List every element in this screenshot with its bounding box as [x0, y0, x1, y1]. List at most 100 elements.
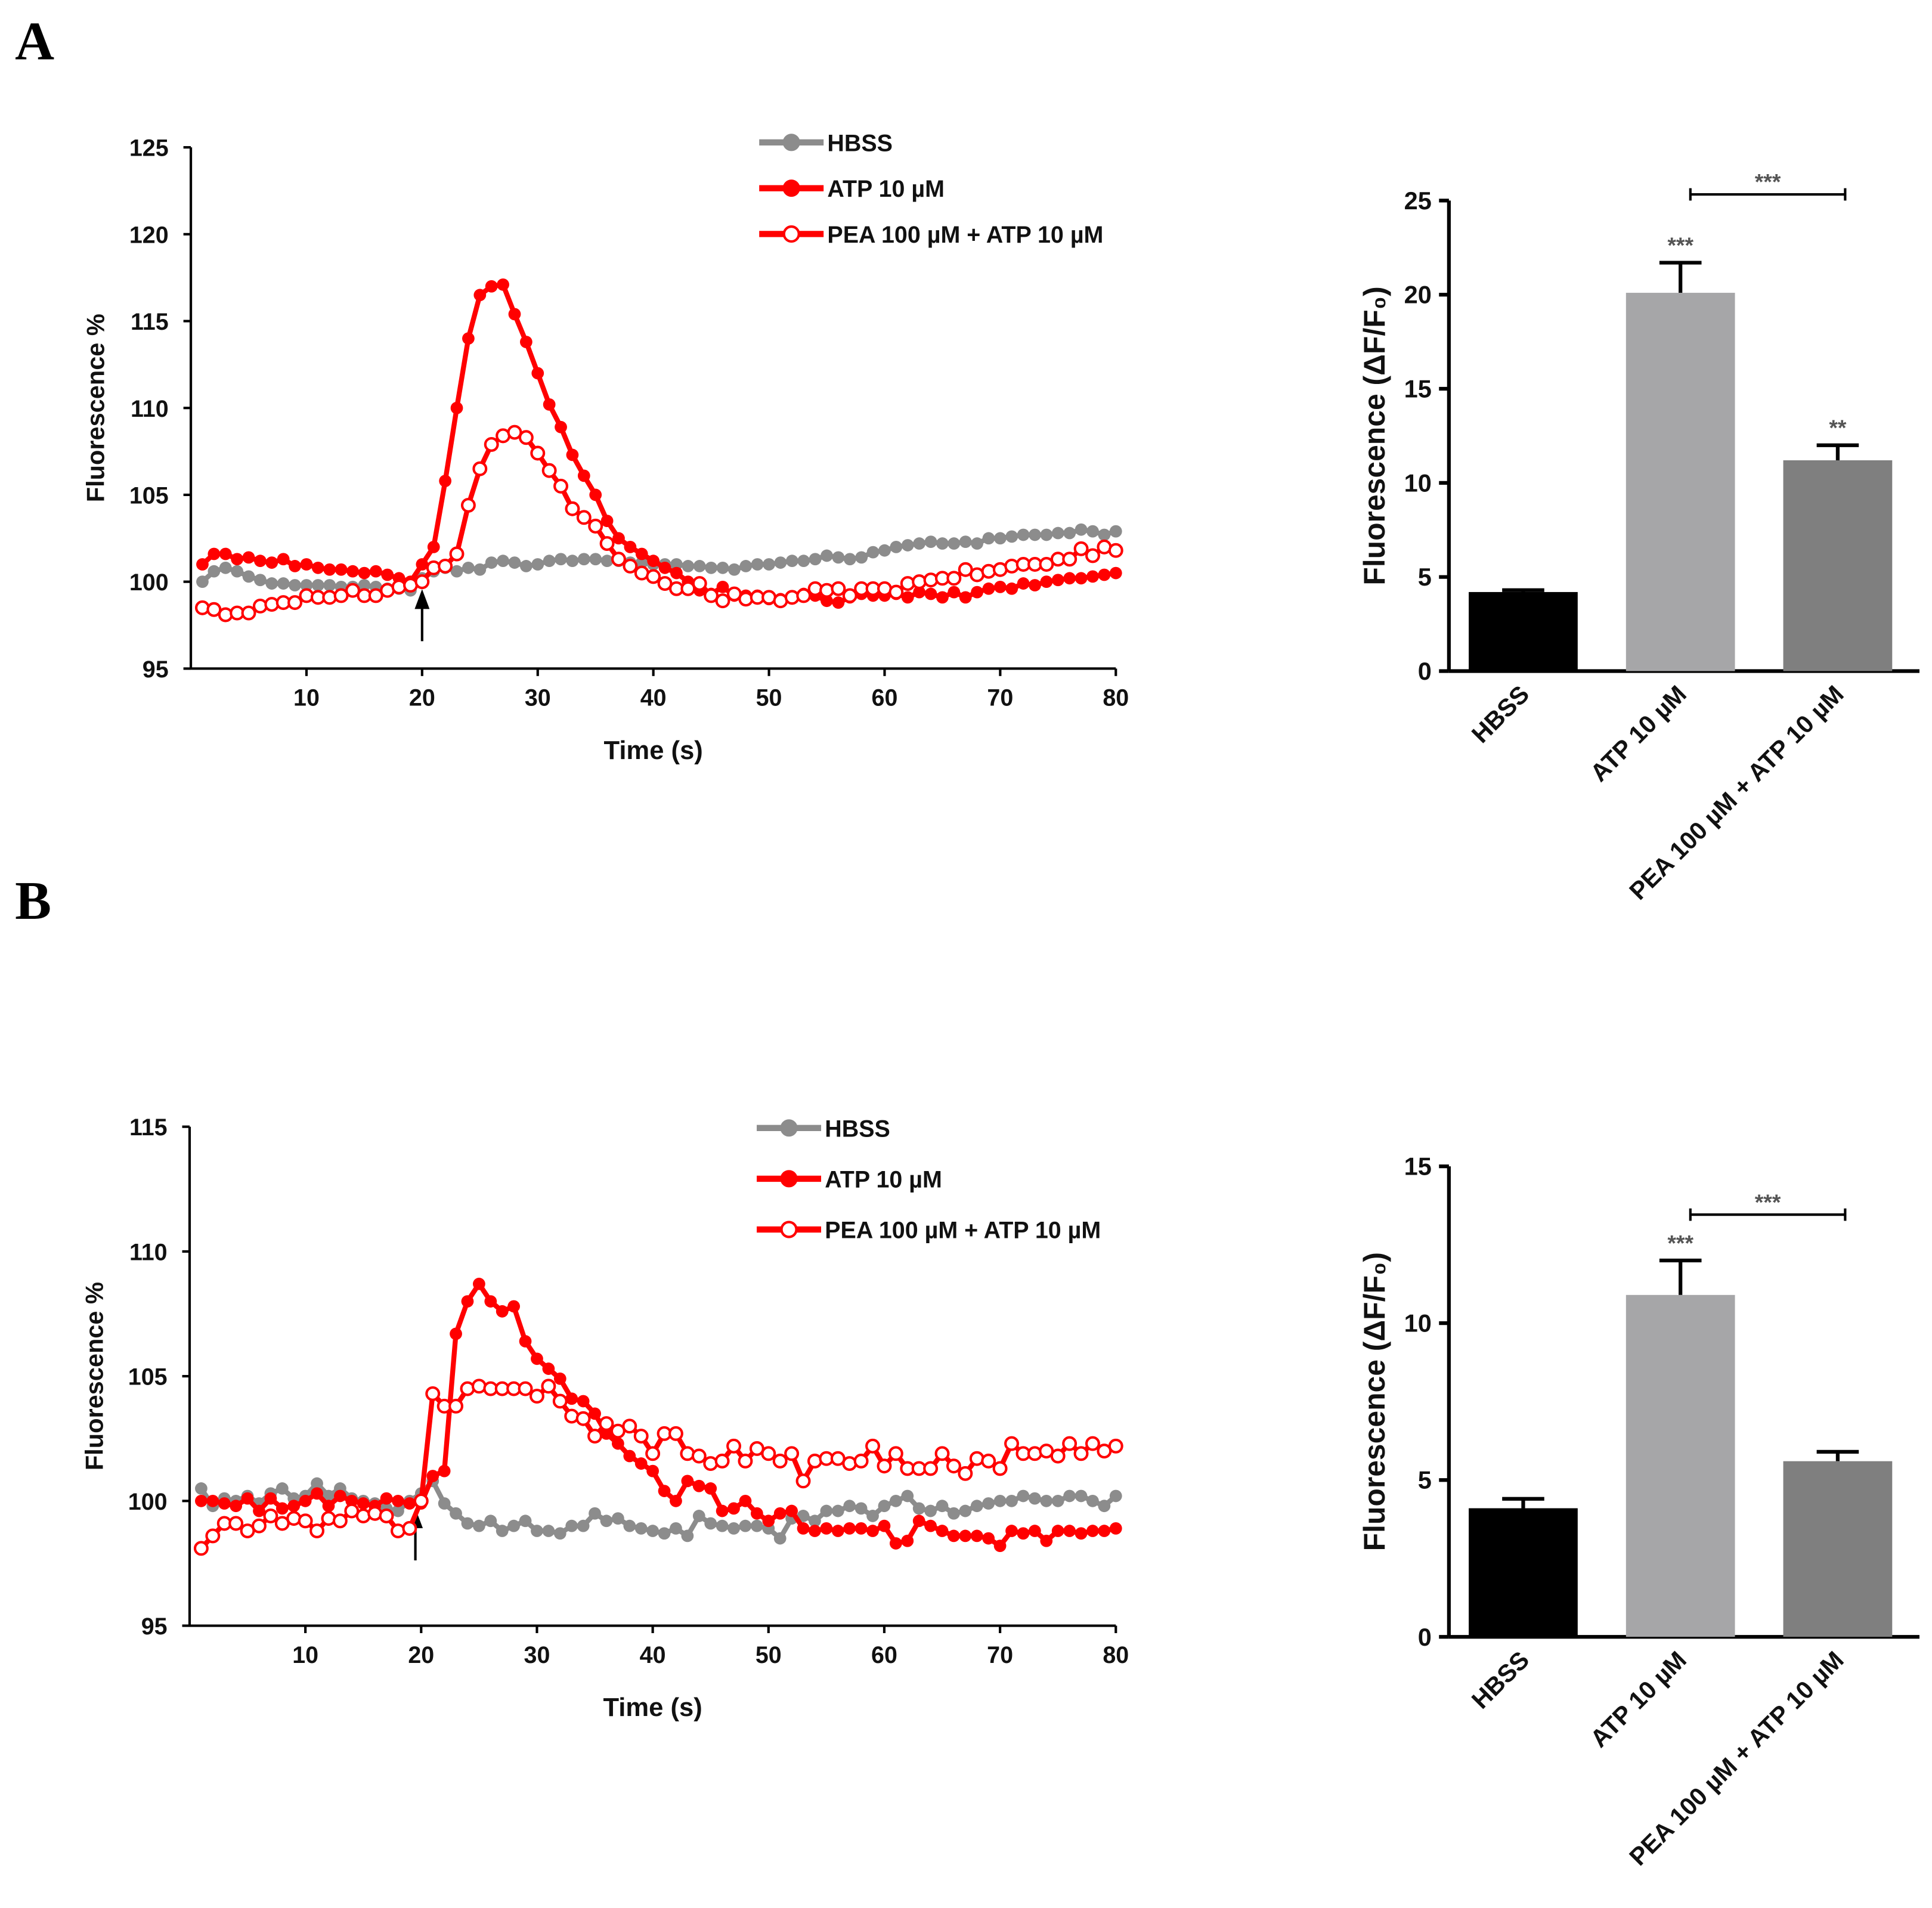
data-point [299, 588, 314, 603]
data-point [531, 367, 544, 380]
data-point [633, 1429, 649, 1444]
data-point [901, 539, 914, 552]
data-point [1050, 1448, 1066, 1464]
y-axis-label: Fluorescence (ΔF/F₀) [1358, 1252, 1391, 1551]
data-point [692, 576, 707, 591]
data-point [600, 1514, 613, 1528]
data-point [901, 591, 914, 604]
data-point [531, 1352, 543, 1365]
data-point [1109, 525, 1122, 538]
data-point [1051, 1525, 1064, 1537]
data-point [589, 1507, 601, 1520]
data-point [680, 1446, 695, 1461]
data-point [831, 1525, 844, 1537]
data-point [450, 1507, 462, 1520]
data-point [287, 595, 303, 611]
data-point [368, 588, 383, 603]
data-point [877, 1458, 892, 1474]
series-atp-10-m [196, 278, 1122, 609]
data-point [1017, 528, 1030, 541]
data-point [658, 1485, 671, 1497]
data-point [566, 555, 579, 568]
data-point [716, 1519, 729, 1532]
data-point [381, 568, 394, 581]
data-point [784, 1446, 800, 1461]
data-point [796, 588, 812, 603]
y-tick-label: 115 [131, 309, 169, 335]
data-point [242, 551, 255, 564]
data-point [449, 546, 465, 562]
data-point [635, 556, 648, 569]
data-point [599, 536, 615, 551]
data-point [519, 1335, 532, 1348]
data-point [345, 1494, 358, 1507]
data-point [277, 553, 290, 566]
data-point [645, 1446, 661, 1461]
legend-marker [780, 1221, 798, 1238]
x-tick-label: 30 [524, 1642, 550, 1668]
y-axis-label: Fluorescence (ΔF/F₀) [1358, 286, 1391, 585]
data-point [462, 561, 475, 574]
data-point [286, 1511, 302, 1526]
data-point [599, 1416, 614, 1432]
data-point [311, 561, 324, 574]
data-point [1086, 1525, 1099, 1537]
y-tick-label: 110 [129, 1239, 168, 1265]
data-point [831, 581, 846, 596]
data-point [518, 1381, 533, 1396]
data-point [670, 558, 683, 571]
data-point [275, 1502, 289, 1515]
data-point [681, 1475, 694, 1488]
data-point [982, 1497, 995, 1510]
data-point [263, 1508, 278, 1523]
data-point [473, 563, 487, 576]
data-point [969, 1451, 984, 1466]
y-tick-label: 15 [1404, 375, 1432, 403]
data-point [646, 1525, 660, 1537]
category-label: HBSS [1466, 680, 1534, 748]
data-point [714, 1453, 730, 1469]
data-point [1039, 557, 1054, 572]
data-point [392, 1504, 404, 1517]
data-point [993, 532, 1007, 545]
data-point [797, 1510, 810, 1522]
data-point [866, 1525, 879, 1537]
data-point [750, 1507, 763, 1520]
data-point [1098, 1500, 1111, 1513]
y-tick-label: 5 [1418, 1466, 1432, 1494]
data-point [289, 560, 301, 572]
data-point [1075, 1527, 1088, 1540]
data-point [739, 560, 753, 572]
data-point [219, 561, 232, 574]
data-point [253, 1504, 265, 1517]
y-tick-label: 110 [131, 396, 169, 422]
data-point [843, 1522, 856, 1535]
y-tick-label: 15 [1404, 1153, 1432, 1181]
x-tick-label: 30 [525, 685, 551, 711]
data-point [1005, 1525, 1018, 1537]
data-point [761, 1446, 776, 1461]
x-tick-label: 20 [409, 685, 435, 711]
data-point [692, 1479, 705, 1492]
data-point [264, 597, 280, 612]
y-tick-label: 100 [128, 1489, 168, 1515]
data-point [461, 1517, 474, 1530]
data-point [473, 1519, 485, 1532]
data-point [357, 1497, 370, 1510]
data-point [854, 1502, 868, 1515]
data-point [795, 1473, 811, 1489]
bar [1783, 460, 1893, 671]
data-point [832, 551, 845, 564]
data-point [1051, 1494, 1064, 1507]
data-point [414, 574, 430, 590]
line-chart-a: 95 100 105 110 115 120 125 10 20 30 40 50 60 70 80 Time… [82, 130, 1129, 765]
data-point [355, 1508, 371, 1523]
y-tick-label: 105 [128, 1364, 168, 1390]
x-tick-label: 70 [987, 685, 1013, 711]
data-point [231, 553, 244, 566]
data-point [576, 510, 592, 525]
data-point [890, 540, 903, 553]
panel-label-a: A [15, 11, 54, 72]
data-point [577, 1395, 590, 1408]
data-point [739, 1519, 752, 1532]
